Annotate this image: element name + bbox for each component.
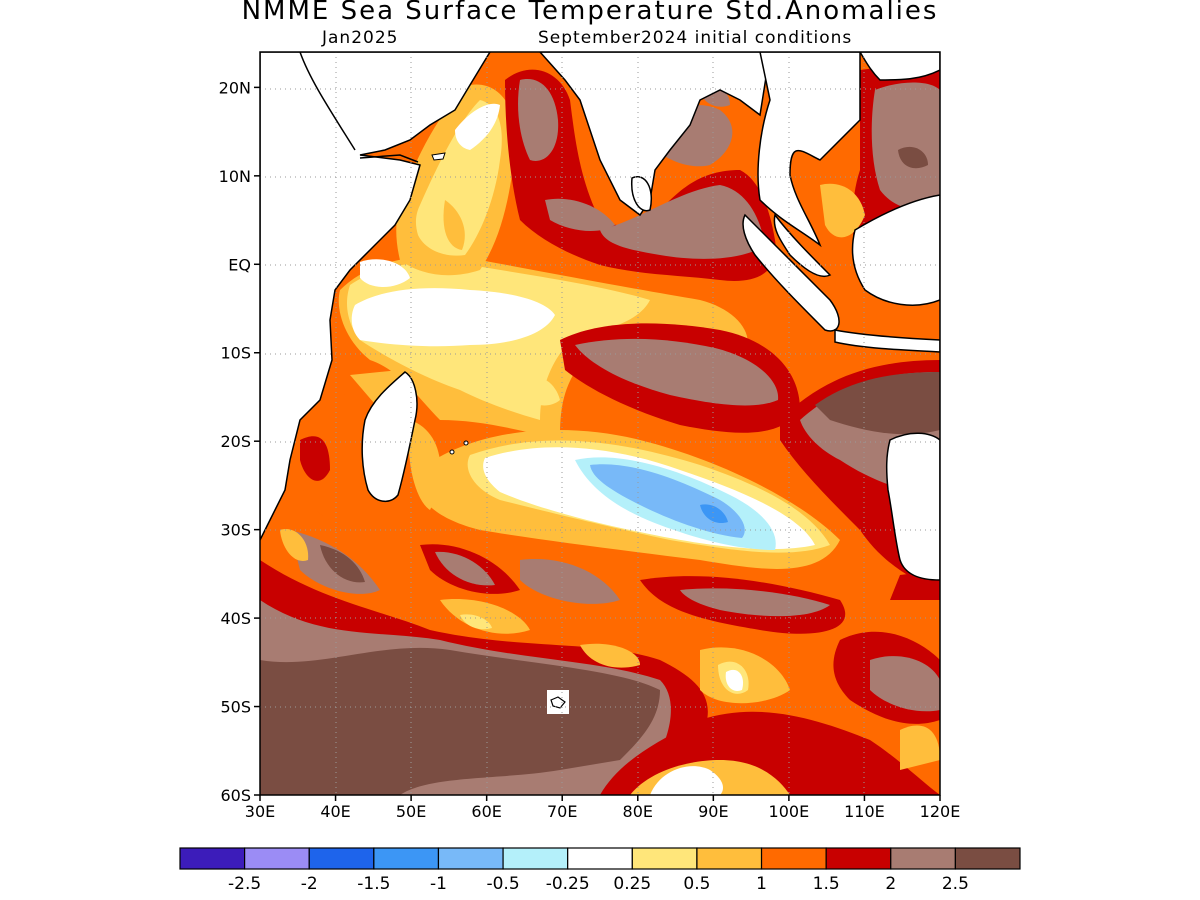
colorbar-swatch	[760, 847, 827, 870]
colorbar-label: -2	[301, 874, 318, 894]
colorbar-swatch	[890, 847, 956, 870]
lat-tick-label: 20S	[220, 432, 251, 451]
lat-tick-label: 60S	[220, 786, 251, 805]
colorbar-label: -2.5	[228, 874, 261, 894]
gridlines	[260, 52, 940, 795]
colorbar-label: -1.5	[357, 874, 390, 894]
colorbar-label: 1.5	[813, 874, 840, 894]
anomaly-field	[260, 52, 940, 795]
lon-tick-label: 60E	[471, 802, 501, 821]
lat-tick-label: 50S	[220, 698, 251, 717]
colorbar-label: -0.25	[546, 874, 590, 894]
map-frame	[259, 51, 941, 796]
lon-tick-label: 30E	[245, 802, 275, 821]
lat-tick-label: 30S	[220, 521, 251, 540]
colorbar-swatch	[373, 847, 440, 870]
colorbar-swatch	[308, 847, 375, 870]
lon-tick-label: 120E	[920, 802, 961, 821]
colorbar-swatch	[437, 847, 504, 870]
colorbar-swatch	[696, 847, 763, 870]
colorbar: -2.5 -2 -1.5 -1 -0.5 -0.25 0.25 0.5 1 1.5 2 2.5	[179, 847, 1021, 894]
lon-tick-label: 70E	[547, 802, 577, 821]
lon-tick-label: 40E	[320, 802, 350, 821]
colorbar-swatch	[631, 847, 698, 870]
lat-tick-label: EQ	[228, 255, 251, 274]
colorbar-swatch	[244, 847, 310, 870]
colorbar-swatch	[825, 847, 892, 870]
initial-conditions-label: September2024 initial conditions	[538, 28, 853, 48]
longitude-axis: 30E 40E 50E 60E 70E 80E 90E 100E 110E 120E	[245, 795, 961, 821]
lat-tick-label: 10S	[220, 344, 251, 363]
colorbar-label: 0.25	[613, 874, 651, 894]
colorbar-label: -1	[430, 874, 447, 894]
lat-tick-label: 40S	[220, 609, 251, 628]
map-title: NMME Sea Surface Temperature Std.Anomali…	[241, 0, 939, 26]
colorbar-swatch	[179, 847, 246, 870]
lon-tick-label: 80E	[623, 802, 653, 821]
colorbar-swatch	[567, 847, 633, 870]
lon-tick-label: 100E	[769, 802, 810, 821]
lat-tick-label: 10N	[219, 167, 251, 186]
colorbar-label: -0.5	[486, 874, 519, 894]
colorbar-label: 0.5	[683, 874, 710, 894]
lon-tick-label: 90E	[698, 802, 728, 821]
colorbar-label: 2	[885, 874, 896, 894]
lon-tick-label: 50E	[396, 802, 426, 821]
colorbar-label: 1	[756, 874, 767, 894]
latitude-axis: 20N 10N EQ 10S 20S 30S 40S 50S 60S	[219, 78, 260, 805]
colorbar-swatch	[502, 847, 569, 870]
colorbar-label: 2.5	[942, 874, 969, 894]
colorbar-swatch	[954, 847, 1021, 870]
target-month-label: Jan2025	[322, 28, 399, 48]
lon-tick-label: 110E	[844, 802, 885, 821]
lat-tick-label: 20N	[219, 78, 251, 97]
